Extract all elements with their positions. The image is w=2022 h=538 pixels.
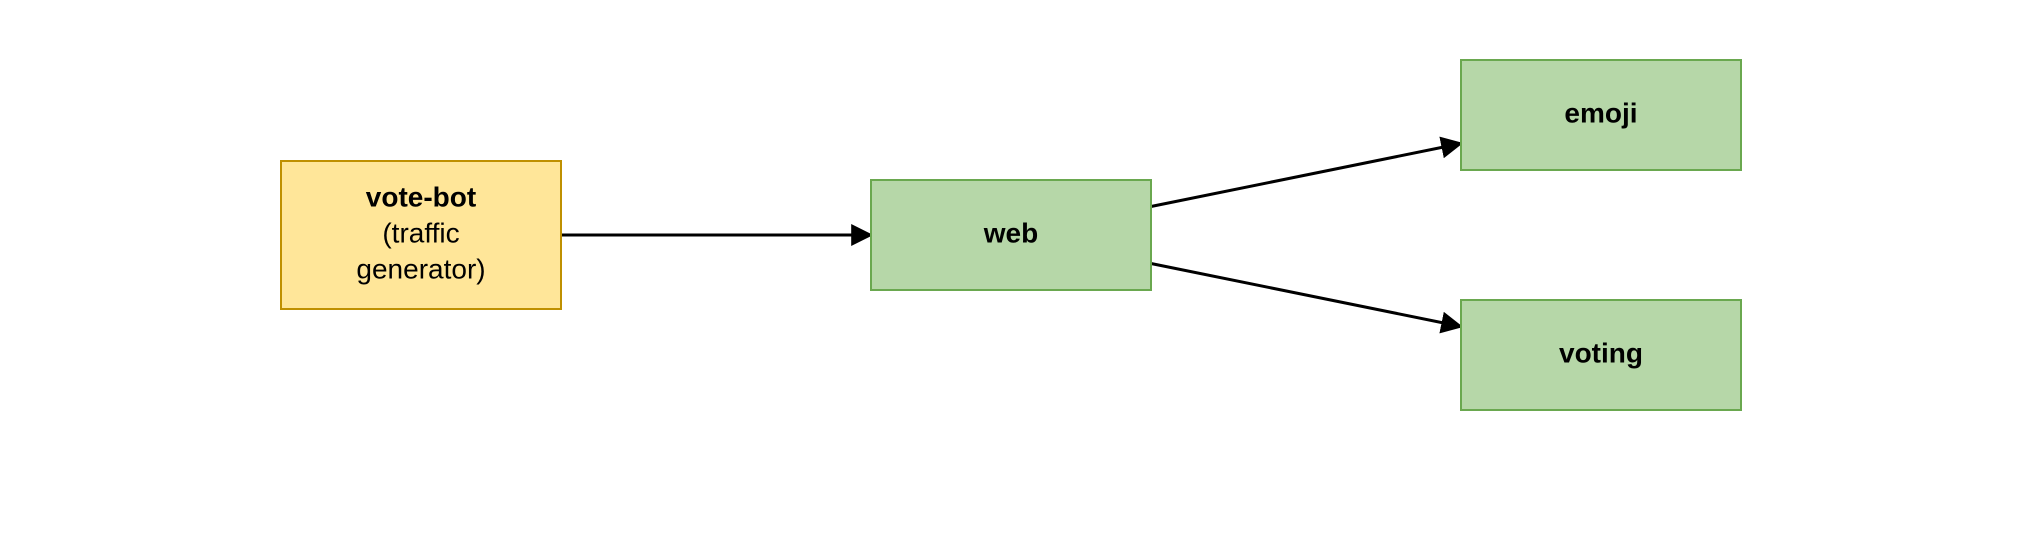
node-web: web (871, 180, 1151, 290)
node-emoji: emoji (1461, 60, 1741, 170)
node-voting-label-0: voting (1559, 337, 1643, 368)
node-emoji-label-0: emoji (1564, 97, 1637, 128)
edge-web-to-emoji (1151, 143, 1461, 206)
node-voting: voting (1461, 300, 1741, 410)
node-votebot-label-2: generator) (356, 253, 485, 284)
node-web-label-0: web (983, 217, 1038, 248)
node-votebot-label-1: (traffic (382, 217, 459, 248)
edge-web-to-voting (1151, 263, 1461, 326)
node-votebot-label-0: vote-bot (366, 181, 476, 212)
nodes-layer: vote-bot (traffic generator) web emoji voting (281, 60, 1741, 410)
node-votebot: vote-bot (traffic generator) (281, 161, 561, 309)
